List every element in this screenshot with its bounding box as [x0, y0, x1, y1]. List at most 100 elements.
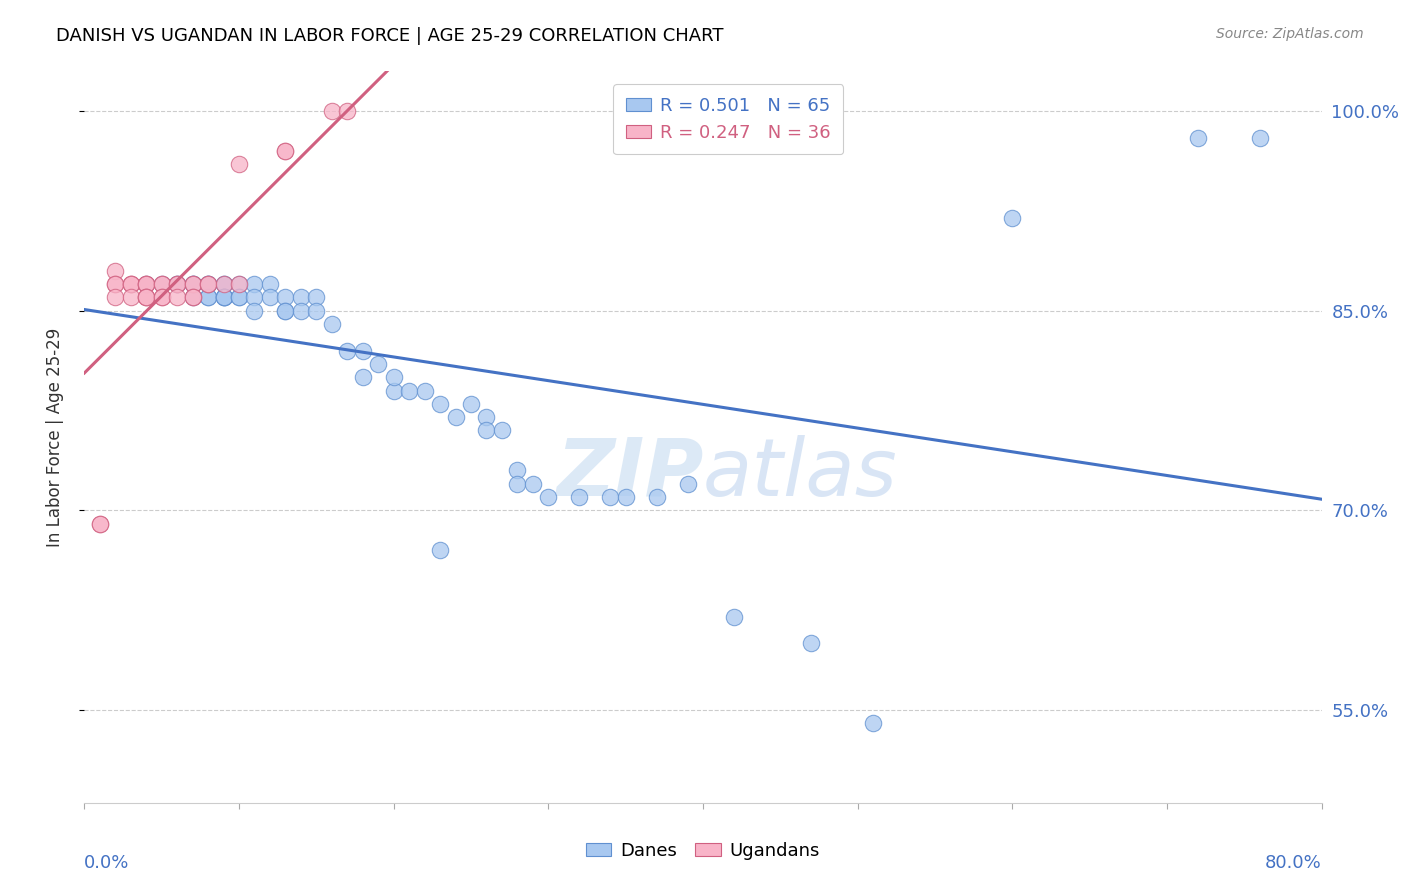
Point — [429, 543, 451, 558]
Point — [135, 290, 157, 304]
Point — [212, 277, 235, 292]
Point — [429, 397, 451, 411]
Point — [166, 277, 188, 292]
Point — [321, 104, 343, 119]
Point — [321, 317, 343, 331]
Point — [212, 277, 235, 292]
Text: ZIP: ZIP — [555, 434, 703, 513]
Point — [150, 277, 173, 292]
Point — [212, 290, 235, 304]
Point — [135, 277, 157, 292]
Point — [150, 277, 173, 292]
Point — [274, 303, 297, 318]
Point — [181, 290, 204, 304]
Y-axis label: In Labor Force | Age 25-29: In Labor Force | Age 25-29 — [45, 327, 63, 547]
Point — [274, 303, 297, 318]
Point — [274, 290, 297, 304]
Point — [645, 490, 668, 504]
Point — [800, 636, 823, 650]
Text: 80.0%: 80.0% — [1265, 854, 1322, 872]
Point — [382, 370, 405, 384]
Point — [197, 277, 219, 292]
Point — [181, 290, 204, 304]
Point — [181, 277, 204, 292]
Point — [212, 277, 235, 292]
Point — [166, 277, 188, 292]
Point — [150, 277, 173, 292]
Point — [197, 290, 219, 304]
Point — [243, 277, 266, 292]
Point — [259, 290, 281, 304]
Text: 0.0%: 0.0% — [84, 854, 129, 872]
Point — [274, 144, 297, 158]
Point — [135, 277, 157, 292]
Legend: Danes, Ugandans: Danes, Ugandans — [579, 835, 827, 867]
Point — [197, 277, 219, 292]
Point — [181, 277, 204, 292]
Point — [228, 277, 250, 292]
Point — [568, 490, 591, 504]
Point — [104, 264, 127, 278]
Point — [212, 290, 235, 304]
Point — [491, 424, 513, 438]
Point — [104, 277, 127, 292]
Point — [228, 290, 250, 304]
Point — [243, 303, 266, 318]
Point — [614, 490, 637, 504]
Point — [197, 277, 219, 292]
Point — [352, 370, 374, 384]
Point — [475, 410, 498, 425]
Point — [290, 303, 312, 318]
Point — [212, 290, 235, 304]
Point — [537, 490, 560, 504]
Point — [305, 303, 328, 318]
Point — [228, 157, 250, 171]
Point — [676, 476, 699, 491]
Point — [382, 384, 405, 398]
Point — [181, 277, 204, 292]
Point — [228, 290, 250, 304]
Point — [413, 384, 436, 398]
Point — [352, 343, 374, 358]
Point — [212, 290, 235, 304]
Point — [181, 290, 204, 304]
Point — [274, 144, 297, 158]
Point — [135, 277, 157, 292]
Point — [460, 397, 482, 411]
Point — [120, 277, 142, 292]
Point — [166, 290, 188, 304]
Point — [290, 290, 312, 304]
Point — [1187, 131, 1209, 145]
Point — [120, 277, 142, 292]
Point — [1249, 131, 1271, 145]
Point — [197, 290, 219, 304]
Point — [150, 290, 173, 304]
Point — [398, 384, 420, 398]
Point — [723, 609, 745, 624]
Point — [336, 343, 359, 358]
Point — [197, 277, 219, 292]
Point — [166, 277, 188, 292]
Point — [104, 290, 127, 304]
Point — [522, 476, 544, 491]
Point — [259, 277, 281, 292]
Point — [599, 490, 621, 504]
Point — [89, 516, 111, 531]
Point — [181, 277, 204, 292]
Point — [104, 277, 127, 292]
Point — [367, 357, 389, 371]
Point — [243, 290, 266, 304]
Point — [197, 277, 219, 292]
Point — [1001, 211, 1024, 225]
Text: DANISH VS UGANDAN IN LABOR FORCE | AGE 25-29 CORRELATION CHART: DANISH VS UGANDAN IN LABOR FORCE | AGE 2… — [56, 27, 724, 45]
Text: atlas: atlas — [703, 434, 898, 513]
Point — [120, 277, 142, 292]
Point — [862, 716, 884, 731]
Point — [336, 104, 359, 119]
Point — [305, 290, 328, 304]
Point — [506, 476, 529, 491]
Text: Source: ZipAtlas.com: Source: ZipAtlas.com — [1216, 27, 1364, 41]
Point — [506, 463, 529, 477]
Point — [444, 410, 467, 425]
Point — [475, 424, 498, 438]
